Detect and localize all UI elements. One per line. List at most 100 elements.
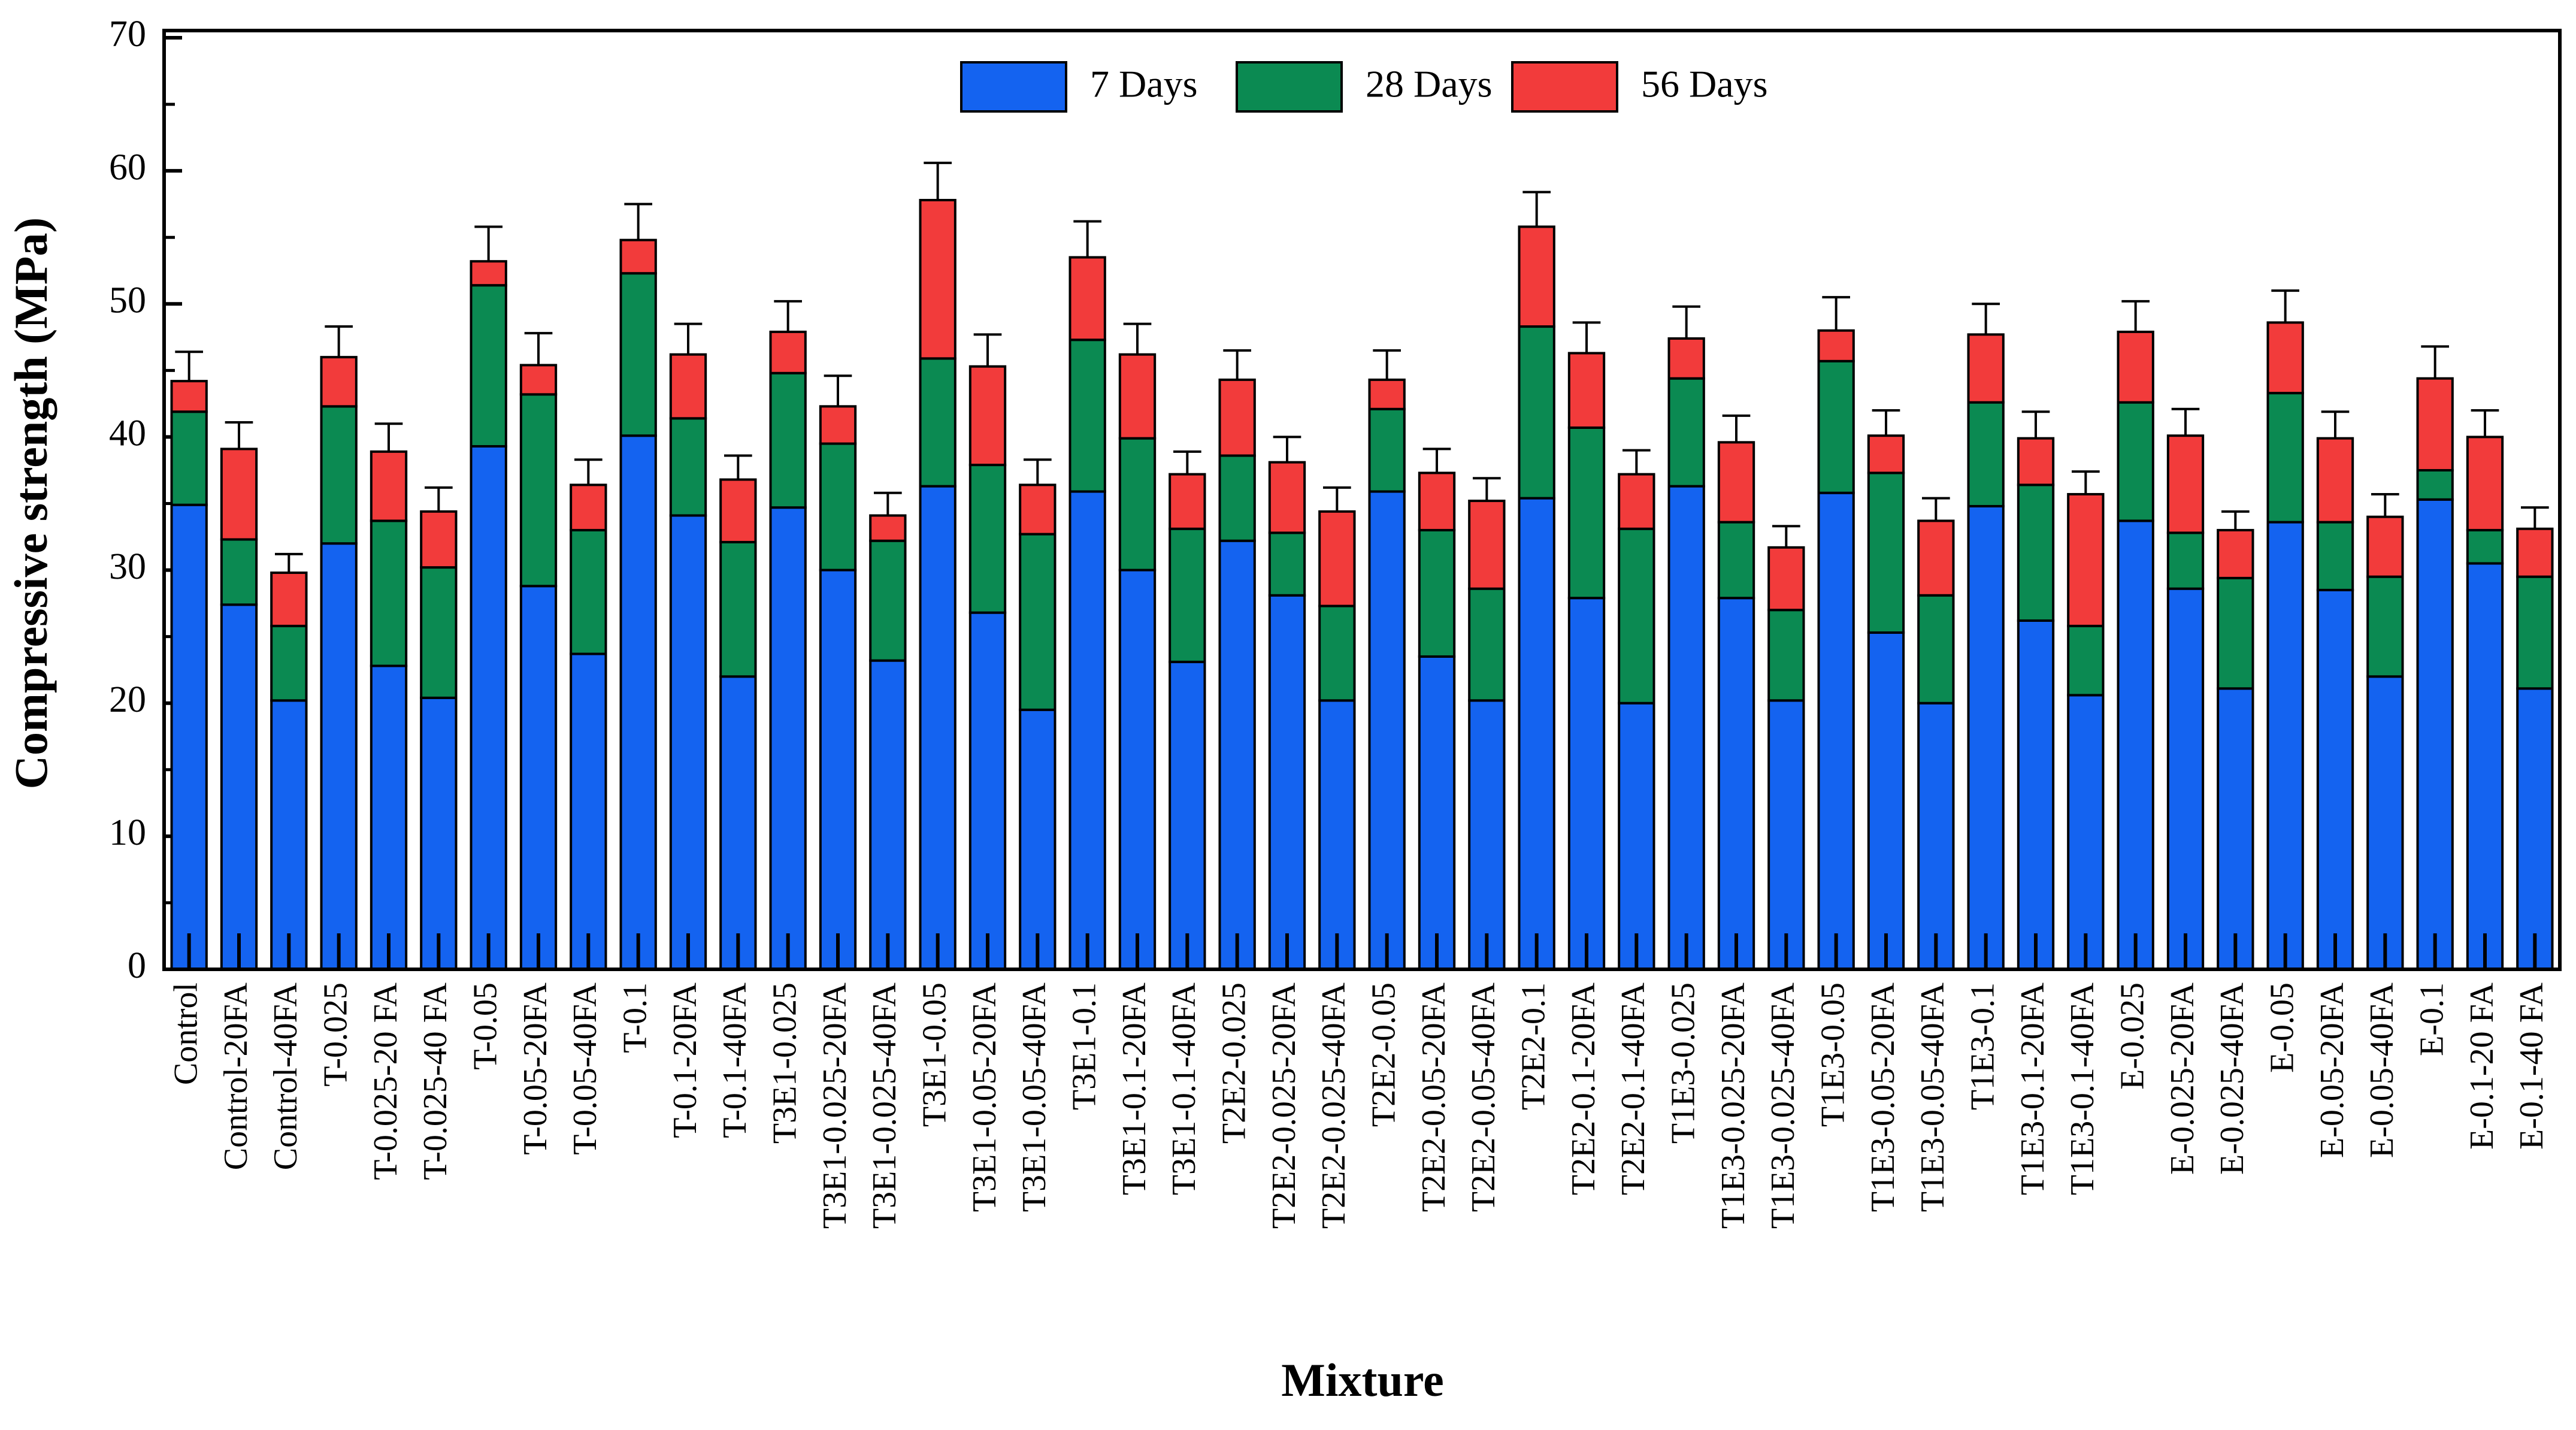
- x-tick-label: T1E3-0.1-40FA: [2064, 982, 2101, 1195]
- bar-segment: [1717, 441, 1755, 524]
- bar-segment: [719, 540, 757, 678]
- bar-segment: [220, 603, 258, 971]
- bar-segment: [1068, 490, 1106, 971]
- legend-swatch: [1236, 61, 1343, 113]
- bar-segment: [2266, 321, 2304, 395]
- bar-segment: [1019, 708, 1057, 971]
- bar-segment: [719, 675, 757, 971]
- bar-segment: [2366, 575, 2404, 678]
- x-tick-label: E-0.1-40 FA: [2513, 982, 2550, 1149]
- error-bar: [924, 161, 952, 201]
- x-tick-label: T3E1-0.025: [767, 982, 804, 1144]
- x-axis-label: Mixture: [1281, 1354, 1443, 1406]
- error-bar: [1772, 525, 1800, 548]
- error-bar: [1672, 305, 1700, 339]
- error-bar: [374, 422, 403, 452]
- error-bar: [2371, 492, 2399, 517]
- x-tick-label: T3E1-0.025-40FA: [866, 982, 903, 1229]
- bar-segment: [968, 365, 1007, 467]
- error-bar: [1872, 409, 1900, 436]
- error-bar: [1024, 458, 1052, 485]
- bar-segment: [1717, 521, 1755, 600]
- bar-segment: [1567, 426, 1606, 600]
- error-bar: [474, 225, 503, 262]
- bar-segment: [1867, 434, 1905, 474]
- bar-segment: [869, 539, 907, 662]
- bar-segment: [519, 364, 558, 396]
- error-bar: [624, 202, 652, 240]
- bar-segment: [919, 357, 956, 488]
- x-tick-label: T-0.05-40FA: [567, 982, 604, 1154]
- legend-swatch: [1511, 61, 1618, 113]
- bar-segment: [819, 569, 857, 971]
- error-bar: [1123, 322, 1152, 355]
- x-tick-label: T-0.05-20FA: [517, 982, 554, 1154]
- bar-segment: [619, 272, 657, 437]
- bar-segment: [1068, 338, 1106, 493]
- bar-segment: [1667, 485, 1705, 971]
- bar-segment: [619, 434, 657, 971]
- bar-segment: [2366, 515, 2404, 578]
- bar-segment: [1118, 353, 1157, 440]
- x-tick-label: E-0.025: [2114, 982, 2151, 1090]
- x-tick-label: T1E3-0.025-20FA: [1715, 982, 1752, 1229]
- bar-segment: [2466, 528, 2504, 565]
- bar-segment: [968, 611, 1007, 971]
- bar-segment: [2266, 392, 2304, 524]
- x-tick-label: Control-40FA: [267, 982, 304, 1170]
- bar-segment: [1618, 473, 1655, 530]
- y-tick-label: 0: [128, 945, 146, 986]
- bar-segment: [968, 464, 1007, 614]
- bar-segment: [1318, 510, 1356, 607]
- bar-segment: [1368, 378, 1406, 410]
- x-tick-label: T2E2-0.1-20FA: [1565, 982, 1602, 1195]
- x-tick-label: T1E3-0.025-40FA: [1764, 982, 1802, 1229]
- error-bar: [1273, 436, 1301, 462]
- bar-segment: [919, 199, 956, 360]
- bar-segment: [669, 417, 707, 517]
- x-tick-label: E-0.025-40FA: [2214, 982, 2251, 1174]
- bar-segment: [2217, 687, 2254, 971]
- error-bar: [1722, 414, 1751, 443]
- bar-segment: [1318, 699, 1356, 971]
- bar-segment: [2166, 531, 2205, 590]
- bar-segment: [669, 353, 707, 420]
- plot-frame: [162, 29, 2562, 971]
- bar-segment: [2117, 519, 2154, 971]
- bar-segment: [1817, 491, 1855, 971]
- error-bar: [2471, 409, 2499, 437]
- bar-segment: [1218, 378, 1256, 457]
- error-bar: [524, 332, 553, 365]
- x-tick-label: T-0.025-40 FA: [417, 982, 454, 1180]
- x-tick-label: T2E2-0.05-20FA: [1415, 982, 1452, 1212]
- error-bar: [1972, 303, 2000, 335]
- bar-segment: [320, 542, 358, 971]
- error-bar: [1572, 321, 1601, 353]
- y-tick-label: 40: [109, 413, 146, 454]
- x-tick-label: T-0.025-20 FA: [367, 982, 404, 1180]
- bar-segment: [669, 514, 707, 971]
- bar-segment: [1368, 490, 1406, 971]
- bar-segment: [1169, 660, 1206, 971]
- bar-segment: [570, 483, 607, 531]
- bar-segment: [2416, 468, 2454, 501]
- y-axis-label: Compressive strength (MPa): [5, 217, 57, 790]
- error-bar: [1922, 497, 1950, 521]
- bar-segment: [420, 696, 458, 971]
- bar-segment: [1268, 594, 1306, 971]
- error-bar: [874, 491, 902, 516]
- error-bar: [1422, 448, 1451, 473]
- x-tick-label: Control-20FA: [217, 982, 255, 1170]
- bar-segment: [420, 510, 458, 569]
- legend-label: 56 Days: [1641, 63, 1768, 105]
- x-tick-label: T-0.025: [317, 982, 355, 1087]
- bar-segment: [1118, 569, 1157, 971]
- bar-segment: [470, 260, 507, 287]
- x-tick-label: T3E1-0.025-20FA: [816, 982, 853, 1229]
- bar-segment: [320, 356, 358, 408]
- bar-segment: [570, 652, 607, 971]
- bar-segment: [1717, 597, 1755, 971]
- bar-segment: [2067, 624, 2105, 697]
- x-tick-label: T3E1-0.05: [916, 982, 953, 1127]
- bar-segment: [1268, 461, 1306, 534]
